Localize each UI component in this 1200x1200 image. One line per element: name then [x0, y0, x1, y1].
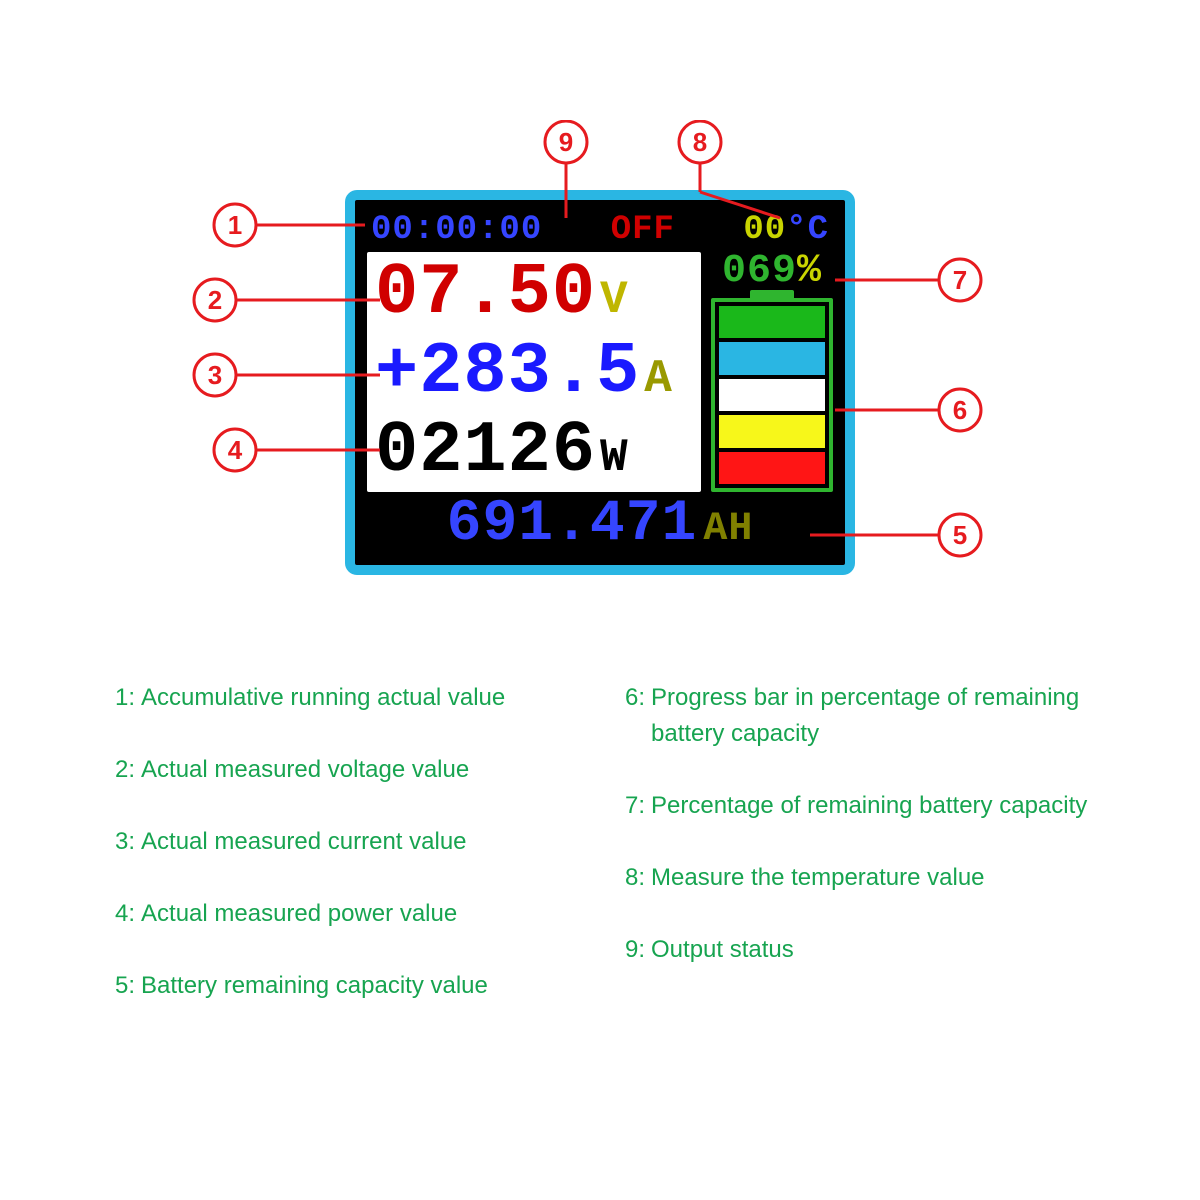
current-value: +283.5 — [375, 336, 640, 408]
legend-item-3: 3:Actual measured current value — [115, 824, 585, 860]
callout-2: 2 — [208, 285, 222, 315]
callout-9: 9 — [559, 127, 573, 157]
legend-item-7: 7:Percentage of remaining battery capaci… — [625, 788, 1095, 824]
battery-seg-4 — [719, 415, 825, 447]
battery-seg-1 — [719, 306, 825, 338]
battery-percent-unit: % — [797, 249, 822, 294]
running-time: 00:00:00 — [371, 211, 542, 249]
callout-6: 6 — [953, 395, 967, 425]
legend: 1:Accumulative running actual value 2:Ac… — [115, 680, 1095, 1004]
legend-item-8: 8:Measure the temperature value — [625, 860, 1095, 896]
temperature-value: 00 — [743, 211, 786, 249]
voltage-row: 07.50 V — [375, 257, 693, 329]
capacity-unit: AH — [703, 507, 753, 552]
power-value: 02126 — [375, 415, 596, 487]
callout-4: 4 — [228, 435, 243, 465]
temperature: 00°C — [743, 211, 829, 249]
device-screen: 00:00:00 OFF 00°C 07.50 V +283.5 A 02126… — [345, 190, 855, 575]
legend-item-5: 5:Battery remaining capacity value — [115, 968, 585, 1004]
battery-percent: 069% — [711, 252, 833, 292]
output-status: OFF — [611, 211, 675, 249]
temperature-unit: °C — [786, 211, 829, 249]
legend-item-9: 9:Output status — [625, 932, 1095, 968]
device-mid-row: 07.50 V +283.5 A 02126 W 069% — [367, 252, 833, 492]
callout-3: 3 — [208, 360, 222, 390]
power-row: 02126 W — [375, 415, 693, 487]
legend-item-4: 4:Actual measured power value — [115, 896, 585, 932]
device-top-row: 00:00:00 OFF 00°C — [367, 208, 833, 252]
legend-item-2: 2:Actual measured voltage value — [115, 752, 585, 788]
legend-item-1: 1:Accumulative running actual value — [115, 680, 585, 716]
readings-panel: 07.50 V +283.5 A 02126 W — [367, 252, 701, 492]
battery-seg-2 — [719, 342, 825, 374]
callout-5: 5 — [953, 520, 967, 550]
battery-seg-5 — [719, 452, 825, 484]
battery-percent-value: 069 — [722, 249, 797, 294]
callout-1: 1 — [228, 210, 242, 240]
capacity-value: 691.471 — [447, 492, 698, 557]
current-row: +283.5 A — [375, 336, 693, 408]
current-unit: A — [644, 353, 673, 405]
device-bottom-row: 691.471 AH — [367, 492, 833, 558]
battery-seg-3 — [719, 379, 825, 411]
callout-7: 7 — [953, 265, 967, 295]
legend-item-6: 6:Progress bar in percentage of remainin… — [625, 680, 1095, 752]
voltage-unit: V — [600, 274, 629, 326]
power-unit: W — [600, 432, 629, 484]
battery-gauge — [711, 298, 833, 492]
callout-8: 8 — [693, 127, 707, 157]
voltage-value: 07.50 — [375, 257, 596, 329]
battery-column: 069% — [711, 252, 833, 492]
